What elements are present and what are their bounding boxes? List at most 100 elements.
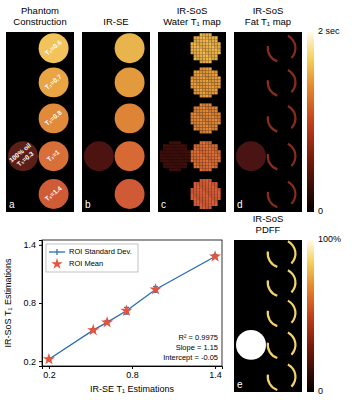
- annotation: Slope = 1.15: [176, 343, 218, 352]
- vial: [160, 141, 190, 171]
- vial-pixel: [206, 179, 209, 182]
- vial-pixel: [160, 156, 163, 159]
- vial-rim: [267, 311, 278, 328]
- vial-pixel: [194, 194, 197, 197]
- vial-pixel: [215, 88, 218, 91]
- vial-pixel: [212, 200, 215, 203]
- vial: [191, 67, 221, 97]
- vial-pixel: [197, 162, 200, 165]
- vial: [191, 33, 221, 63]
- vial-pixel: [194, 188, 197, 191]
- vial-pixel: [194, 118, 197, 121]
- vial-pixel: [203, 206, 206, 209]
- vial-pixel: [212, 127, 215, 130]
- vial-pixel: [197, 144, 200, 147]
- vial-pixel: [200, 51, 203, 54]
- vial-pixel: [197, 91, 200, 94]
- vial-pixel: [197, 159, 200, 162]
- vial-pixel: [175, 168, 178, 171]
- vial-pixel: [194, 57, 197, 60]
- vial-pixel: [197, 36, 200, 39]
- vial-pixel: [209, 76, 212, 79]
- vial-rim: [287, 69, 296, 93]
- vial-pixel: [169, 153, 172, 156]
- vial-pixel: [200, 185, 203, 188]
- vial-pixel: [212, 159, 215, 162]
- vial-pixel: [203, 94, 206, 97]
- vial-pixel: [212, 147, 215, 150]
- tick-mark: [49, 366, 50, 369]
- tick: 0.2: [23, 357, 42, 367]
- plot-frame: [42, 240, 222, 366]
- vial: [115, 33, 145, 63]
- vial-pixel: [191, 191, 194, 194]
- vial-pixel: [194, 182, 197, 185]
- annotation: Intercept = -0.05: [163, 353, 218, 362]
- annotation: R² = 0.9975: [179, 333, 218, 342]
- vial-pixel: [200, 159, 203, 162]
- vial-pixel: [203, 179, 206, 182]
- vial-pixel: [197, 54, 200, 57]
- vial-pixel: [194, 42, 197, 45]
- vial-pixel: [206, 36, 209, 39]
- vial-pixel: [212, 91, 215, 94]
- vial-pixel: [197, 42, 200, 45]
- vial-pixel: [209, 127, 212, 130]
- vial-pixel: [169, 156, 172, 159]
- vial-pixel: [218, 42, 221, 45]
- vial-pixel: [169, 141, 172, 144]
- vial-pixel: [209, 73, 212, 76]
- vial-pixel: [166, 150, 169, 153]
- vial-pixel: [215, 36, 218, 39]
- vial-pixel: [206, 91, 209, 94]
- vial-pixel: [203, 130, 206, 133]
- vial-pixel: [175, 144, 178, 147]
- vial-pixel: [203, 54, 206, 57]
- vial-pixel: [212, 48, 215, 51]
- vial-pixel: [209, 79, 212, 82]
- vial-pixel: [209, 70, 212, 73]
- vial-pixel: [197, 147, 200, 150]
- vial-pixel: [203, 115, 206, 118]
- panel-letter: b: [85, 199, 91, 210]
- vial-pixel: [206, 200, 209, 203]
- vial-pixel: [203, 73, 206, 76]
- vial-pixel: [215, 188, 218, 191]
- vial-pixel: [200, 103, 203, 106]
- vial-pixel: [178, 150, 181, 153]
- vial-pixel: [209, 48, 212, 51]
- vial-pixel: [178, 144, 181, 147]
- vial-pixel: [212, 70, 215, 73]
- vial-pixel: [166, 162, 169, 165]
- vial: [39, 179, 69, 209]
- vial-pixel: [200, 57, 203, 60]
- vial-pixel: [212, 88, 215, 91]
- vial-pixel: [203, 165, 206, 168]
- vial-pixel: [163, 165, 166, 168]
- vial-pixel: [209, 200, 212, 203]
- vial-pixel: [200, 168, 203, 171]
- vial-pixel: [209, 67, 212, 70]
- vial-pixel: [169, 147, 172, 150]
- vial-pixel: [215, 48, 218, 51]
- vial-pixel: [206, 147, 209, 150]
- vial-pixel: [215, 159, 218, 162]
- vial-pixel: [209, 130, 212, 133]
- panel-title: Phantom: [21, 5, 59, 16]
- vial-pixel: [209, 60, 212, 63]
- vial-pixel: [191, 45, 194, 48]
- vial-pixel: [203, 106, 206, 109]
- vial-pixel: [203, 33, 206, 36]
- vial-pixel: [203, 203, 206, 206]
- vial-pixel: [200, 70, 203, 73]
- vial-pixel: [203, 127, 206, 130]
- vial-pixel: [200, 165, 203, 168]
- vial-pixel: [212, 76, 215, 79]
- vial-label: T₁=0.6: [43, 38, 63, 56]
- vial-pixel: [218, 188, 221, 191]
- vial-pixel: [166, 156, 169, 159]
- vial-pixel: [203, 79, 206, 82]
- point: [150, 283, 162, 294]
- vial-pixel: [203, 39, 206, 42]
- vial-pixel: [209, 194, 212, 197]
